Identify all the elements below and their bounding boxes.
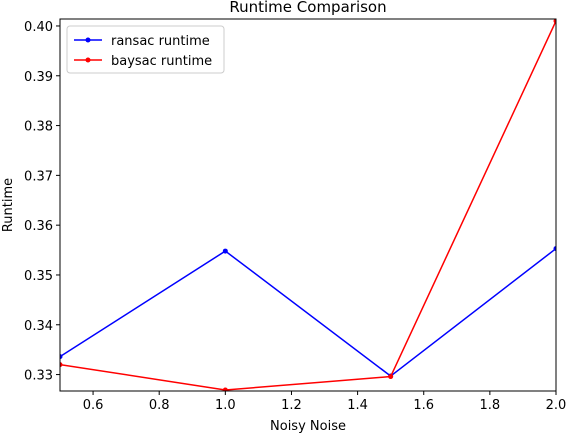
data-point-ransac	[60, 354, 63, 360]
data-point-baysac	[60, 362, 63, 368]
chart-title: Runtime Comparison	[229, 0, 386, 16]
y-tick-label: 0.40	[24, 20, 53, 35]
y-tick-label: 0.38	[24, 120, 53, 135]
y-tick-label: 0.39	[24, 70, 53, 85]
y-tick-label: 0.35	[24, 269, 53, 284]
data-point-ransac	[222, 248, 228, 254]
data-point-baysac	[553, 19, 556, 24]
x-tick-label: 2.0	[546, 398, 566, 413]
y-axis-ticks: 0.33 0.34 0.35 0.36 0.37 0.38 0.39 0.40	[24, 20, 60, 384]
legend-label-baysac: baysac runtime	[111, 54, 212, 69]
legend-marker-ransac	[85, 37, 91, 43]
data-point-ransac	[553, 246, 556, 252]
legend-marker-baysac	[85, 57, 91, 63]
y-tick-label: 0.33	[24, 369, 53, 384]
x-axis-ticks: 0.6 0.8 1.0 1.2 1.4 1.6 1.8 2.0	[83, 391, 566, 413]
x-tick-label: 0.6	[83, 398, 104, 413]
x-tick-label: 1.0	[215, 398, 236, 413]
x-axis-label: Noisy Noise	[270, 419, 346, 433]
y-axis-label: Runtime	[1, 178, 16, 232]
legend-box	[66, 25, 225, 74]
x-tick-label: 0.8	[149, 398, 170, 413]
y-tick-label: 0.36	[24, 219, 53, 234]
data-point-baysac	[388, 374, 394, 380]
y-tick-label: 0.37	[24, 169, 53, 184]
x-tick-label: 1.8	[480, 398, 501, 413]
series-line-baysac	[60, 20, 556, 391]
plot-frame	[59, 18, 557, 392]
legend-label-ransac: ransac runtime	[111, 34, 210, 49]
x-tick-label: 1.2	[281, 398, 302, 413]
x-tick-label: 1.4	[347, 398, 368, 413]
series-baysac	[60, 19, 556, 391]
series-line-ransac	[60, 247, 556, 378]
data-point-baysac	[222, 387, 228, 391]
x-tick-label: 1.6	[413, 398, 434, 413]
series-layer	[60, 19, 556, 391]
series-ransac	[60, 246, 556, 379]
legend: ransac runtime baysac runtime	[66, 25, 225, 74]
y-tick-label: 0.34	[24, 319, 53, 334]
